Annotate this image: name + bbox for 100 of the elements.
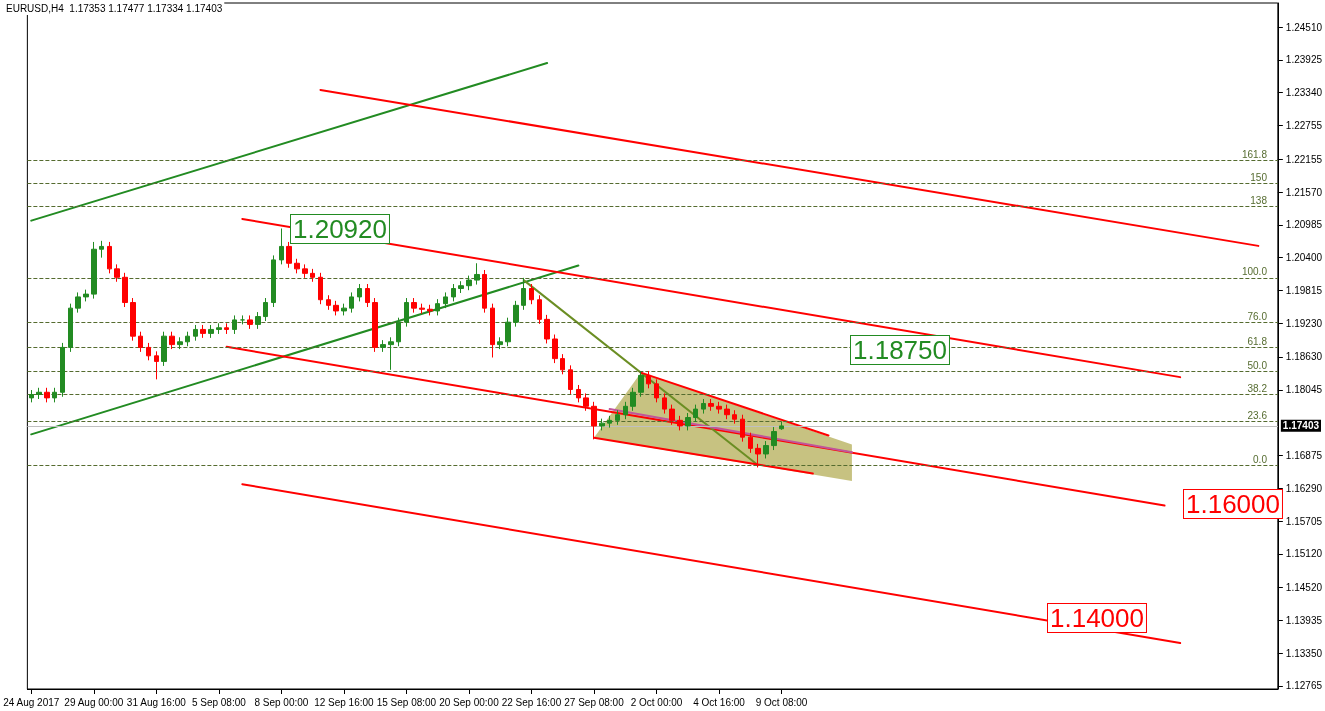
y-tick-label: 1.18630 [1285,351,1323,363]
candlestick [326,294,331,311]
candlestick [44,387,50,403]
candlestick [122,272,128,308]
candlestick [513,300,519,328]
candlestick [302,263,308,279]
candlestick [255,311,261,330]
y-tick-label: 1.19230 [1285,317,1323,329]
x-tick-label: 20 Sep 00:00 [439,696,500,708]
candlestick [763,440,769,459]
candlestick [99,240,104,259]
candlestick [36,387,42,400]
candlestick [755,443,761,468]
annotation: 150 [1250,172,1268,184]
candlestick [677,415,683,431]
candlestick [279,227,284,265]
annotation: 23.6 [1247,409,1268,421]
candlestick [341,303,347,316]
candlestick [357,283,362,302]
y-tick-label: 1.16290 [1285,482,1323,494]
y-tick-label: 1.12765 [1285,680,1323,692]
annotation: 1.20920 [293,214,387,244]
x-tick-label: 15 Sep 08:00 [376,696,437,708]
candlestick [724,404,730,420]
candlestick [271,254,276,308]
candlestick [599,418,605,431]
candlestick [200,324,206,339]
chart-title: EURUSD,H4 1.17353 1.17477 1.17334 1.17403 [6,2,223,14]
candlestick [443,291,448,309]
candlestick [404,297,409,328]
candlestick [154,350,159,380]
candlestick [177,336,183,350]
candlestick [466,275,472,291]
y-tick-label: 1.13935 [1285,614,1323,626]
candlestick [247,314,253,330]
candlestick [630,387,636,412]
y-tick-label: 1.13350 [1285,647,1323,659]
candlestick [576,384,581,403]
x-tick-label: 5 Sep 08:00 [191,696,247,708]
candlestick [521,277,526,311]
candlestick [185,331,190,347]
candlestick [607,415,612,429]
candlestick [716,401,722,415]
annotation: 61.8 [1247,335,1268,347]
candlestick [427,304,433,316]
candlestick [490,303,495,358]
annotation: 1.14000 [1050,603,1144,633]
candlestick [310,268,315,283]
x-tick-label: 29 Aug 00:00 [64,696,124,708]
y-tick-label: 1.22155 [1285,153,1323,165]
candlestick [91,241,97,300]
x-tick-label: 9 Oct 08:00 [755,696,808,708]
y-tick-label: 1.16875 [1285,449,1323,461]
y-tick-label: 1.23925 [1285,54,1323,66]
candlestick [349,291,354,314]
y-tick-label: 1.14520 [1285,581,1323,593]
y-tick-label: 1.20985 [1285,219,1323,231]
candlestick [365,283,370,308]
candlestick [232,314,237,335]
y-tick-label: 1.19815 [1285,284,1323,296]
candlestick [294,258,300,274]
candlestick [216,322,222,335]
candlestick [60,342,65,398]
candlestick [224,322,229,335]
candlestick [732,409,737,425]
candlestick [193,324,198,342]
candlestick [435,298,440,316]
annotation: 1.18750 [853,335,947,365]
candlestick [458,280,464,294]
annotation: 38.2 [1247,383,1268,395]
candlestick [771,426,777,451]
candlestick [537,294,542,325]
candlestick [748,432,753,454]
candlestick [333,300,339,316]
candlestick [29,389,34,403]
x-tick-label: 27 Sep 08:00 [564,696,625,708]
x-tick-label: 2 Oct 00:00 [630,696,683,708]
x-tick-label: 31 Aug 16:00 [126,696,187,708]
candlestick [75,291,81,314]
candlestick [388,336,394,371]
candlestick [411,297,417,314]
candlestick [701,398,706,415]
candlestick [107,241,112,274]
candlestick [638,371,644,398]
candlestick [544,314,550,344]
ref-line-label: 1.17403 [1282,420,1320,432]
candlestick [740,414,745,443]
candlestick [52,387,57,403]
candlestick [263,297,268,322]
candlestick [286,241,292,269]
annotation: 50.0 [1247,360,1268,372]
candlestick [552,334,558,364]
candlestick [169,331,175,350]
candlestick [146,342,151,361]
candlestick [685,412,691,431]
candlestick [419,303,425,315]
y-tick-label: 1.20400 [1285,252,1323,264]
x-tick-label: 22 Sep 16:00 [501,696,562,708]
annotation: 138 [1250,194,1268,206]
candlestick [654,378,659,403]
